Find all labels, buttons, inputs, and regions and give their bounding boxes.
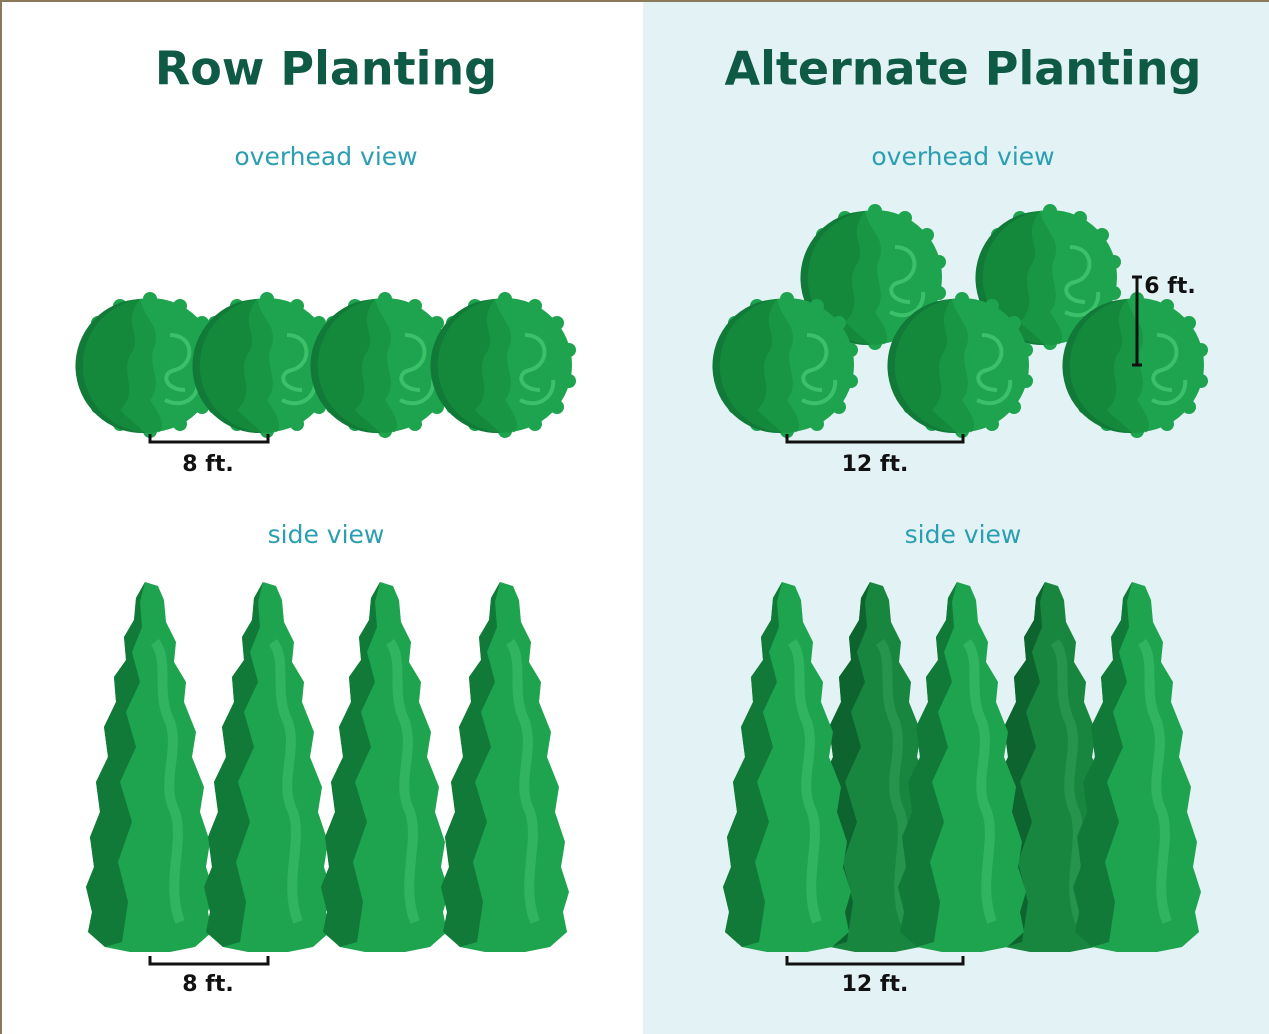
view-label: overhead view xyxy=(234,142,417,171)
view-label: side view xyxy=(268,520,385,549)
bushes xyxy=(73,290,578,440)
view-label: overhead view xyxy=(871,142,1054,171)
offset-label: 6 ft. xyxy=(1144,274,1195,299)
dimension-line xyxy=(785,434,965,444)
trees xyxy=(723,582,1201,952)
dimension-line xyxy=(148,434,270,444)
dimension-line xyxy=(785,956,965,966)
dimension-label: 12 ft. xyxy=(842,972,909,997)
dimension-label: 8 ft. xyxy=(182,972,233,997)
view-label: side view xyxy=(905,520,1022,549)
panel-title: Row Planting xyxy=(155,42,497,96)
dimension-label: 8 ft. xyxy=(182,452,233,477)
offset-line xyxy=(1132,275,1142,367)
dimension-label: 12 ft. xyxy=(842,452,909,477)
dimension-line xyxy=(148,956,270,966)
trees xyxy=(86,582,569,952)
panel-title: Alternate Planting xyxy=(725,42,1202,96)
